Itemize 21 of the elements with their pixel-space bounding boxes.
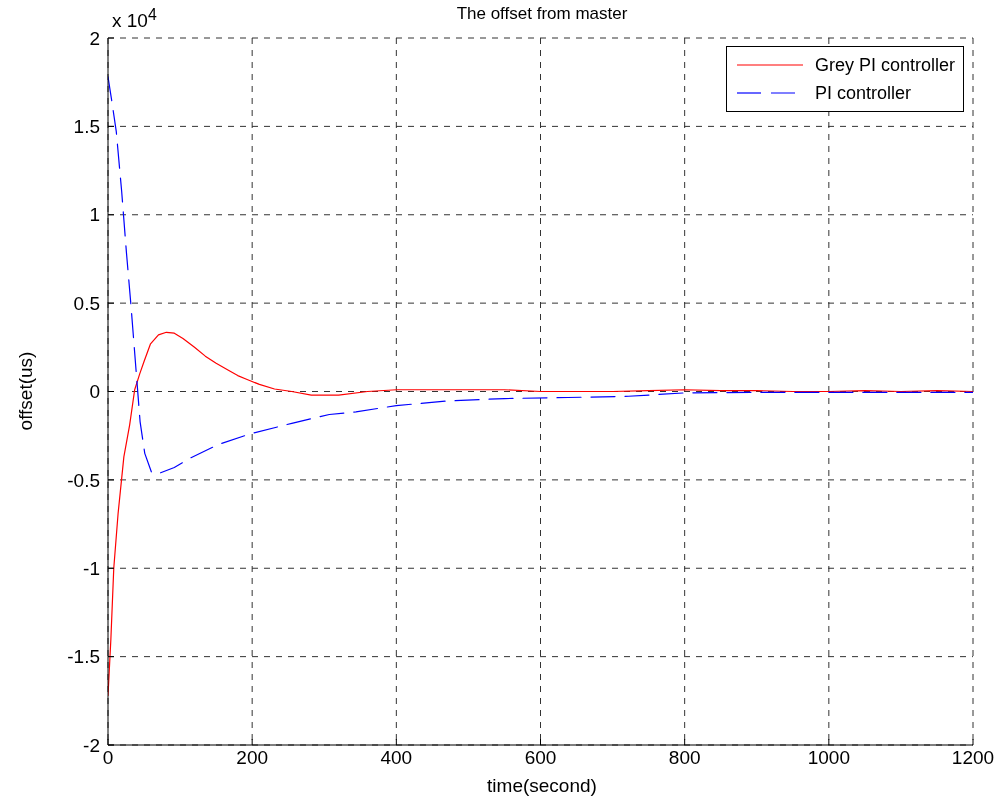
y-tick-label: 1 <box>89 204 100 226</box>
x-tick-label: 600 <box>524 747 557 769</box>
x-tick-label: 200 <box>236 747 269 769</box>
y-tick-label: -0.5 <box>67 469 100 491</box>
x-tick-label: 400 <box>380 747 413 769</box>
legend-label: PI controller <box>814 82 911 104</box>
text: x 10$^{4}$ <box>112 6 157 33</box>
x-tick-label: 1000 <box>807 747 850 769</box>
x-tick-label: 1200 <box>951 747 995 769</box>
y-tick-label: 1.5 <box>73 116 100 138</box>
x-tick-label: 800 <box>668 747 701 769</box>
y-tick-label: -1 <box>83 557 100 579</box>
chart-title: The offset from master <box>456 4 628 23</box>
legend-label: Grey PI controller <box>814 54 955 76</box>
y-tick-label: -1.5 <box>67 646 100 668</box>
x-axis-title: time(second) <box>486 775 598 797</box>
y-tick-label: -2 <box>83 734 100 756</box>
y-tick-label: 2 <box>89 27 100 49</box>
y-tick-label: 0 <box>89 381 100 403</box>
y-axis-title: offset(us) <box>15 351 37 431</box>
y-tick-label: 0.5 <box>73 292 100 314</box>
